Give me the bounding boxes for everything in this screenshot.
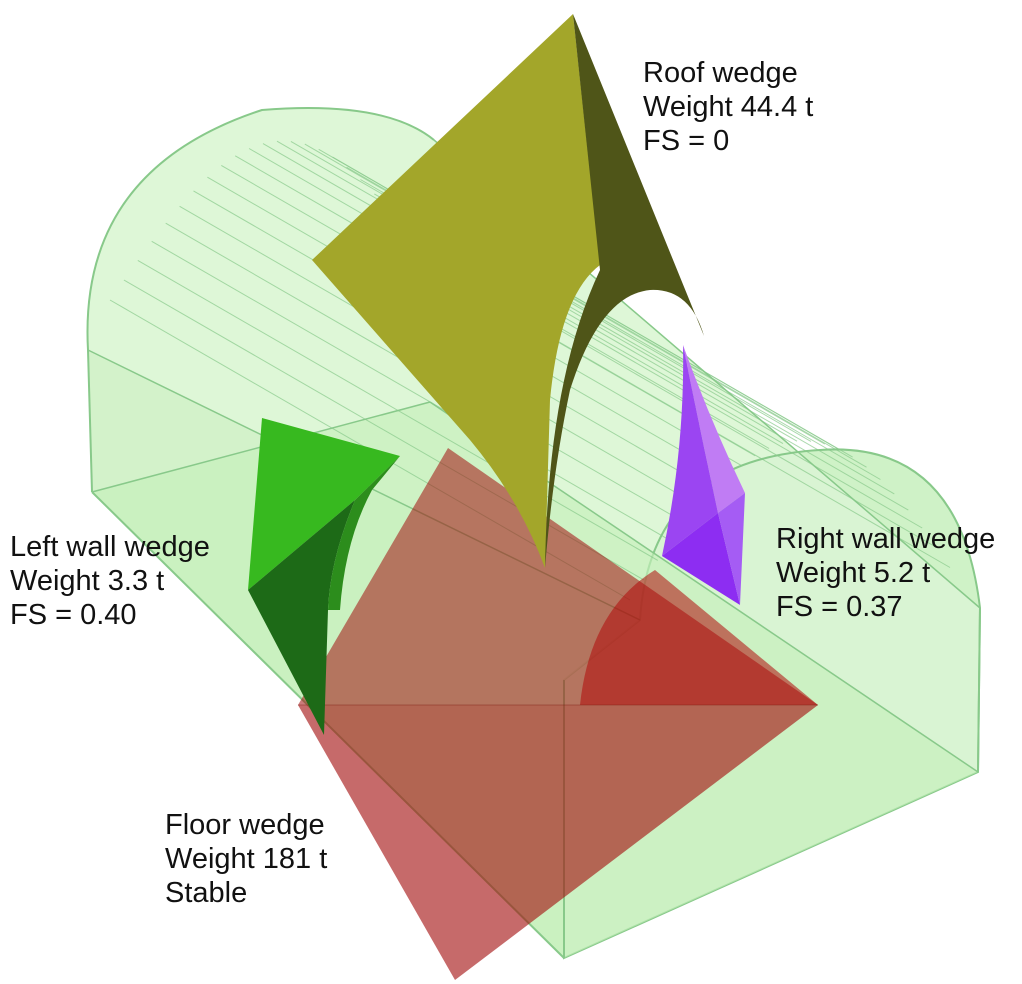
left-wall-wedge-title: Left wall wedge: [10, 531, 210, 563]
roof-wedge-status: FS = 0: [643, 125, 730, 157]
right-wall-wedge-label: Right wall wedge Weight 5.2 t FS = 0.37: [776, 522, 995, 624]
tunnel-near-right-post: [977, 607, 981, 773]
tunnel-far-arch: [86, 107, 435, 351]
right-wall-wedge-side-face: [718, 493, 745, 605]
left-wall-wedge-light-face: [248, 418, 400, 590]
right-wall-wedge: [662, 345, 745, 605]
tunnel-far-left-post: [87, 349, 93, 493]
right-wall-wedge-dark-face: [662, 345, 718, 556]
roof-wedge-weight: Weight 44.4 t: [643, 91, 814, 123]
hatch-line: [137, 259, 659, 561]
right-wall-wedge-weight: Weight 5.2 t: [776, 557, 931, 589]
left-wall-wedge: [248, 418, 400, 735]
floor-wedge-curve: [580, 570, 818, 705]
left-wall-wedge-label: Left wall wedge Weight 3.3 t FS = 0.40: [10, 530, 210, 632]
left-wall-wedge-mid-face: [328, 456, 400, 610]
floor-wedge-label: Floor wedge Weight 181 t Stable: [165, 808, 327, 910]
roof-wedge: [312, 14, 704, 568]
hatch-line: [151, 240, 672, 542]
roof-wedge-dark-face: [545, 14, 704, 568]
floor-wedge-weight: Weight 181 t: [165, 843, 328, 875]
roof-wedge-light-face: [312, 14, 600, 568]
left-wall-wedge-status: FS = 0.40: [10, 599, 137, 631]
floor-wedge-front-face: [298, 705, 818, 980]
right-wall-wedge-status: FS = 0.37: [776, 591, 903, 623]
floor-wedge-status: Stable: [165, 877, 248, 909]
roof-wedge-title: Roof wedge: [643, 57, 798, 89]
floor-wedge: [298, 448, 818, 980]
right-wall-wedge-base-face: [662, 513, 740, 605]
roof-wedge-label: Roof wedge Weight 44.4 t FS = 0: [643, 56, 813, 158]
left-wall-wedge-weight: Weight 3.3 t: [10, 565, 165, 597]
floor-wedge-title: Floor wedge: [165, 809, 325, 841]
right-wall-wedge-title: Right wall wedge: [776, 523, 996, 555]
left-wall-wedge-dark-face: [248, 500, 355, 735]
right-wall-wedge-light-face: [683, 345, 745, 513]
